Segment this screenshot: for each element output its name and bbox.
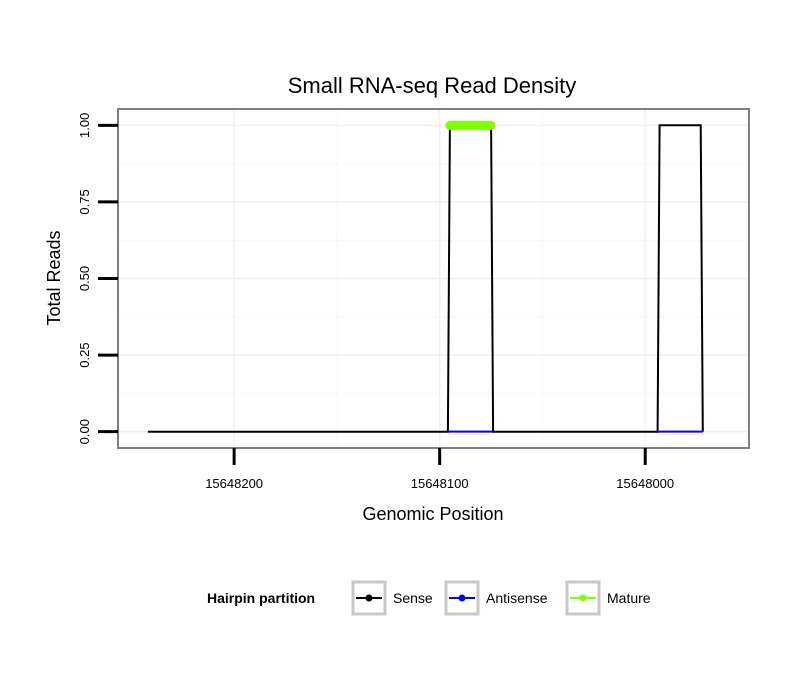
- x-axis-title: Genomic Position: [362, 504, 503, 524]
- legend: Hairpin partition Sense Antisense Mature: [207, 580, 651, 616]
- y-axis-title: Total Reads: [44, 230, 64, 325]
- legend-label: Sense: [393, 590, 433, 606]
- legend-key-point: [579, 594, 587, 602]
- legend-key-point: [365, 594, 373, 602]
- legend-title: Hairpin partition: [207, 590, 315, 606]
- series-layer: [147, 120, 704, 433]
- y-tick-label: 0.50: [77, 266, 92, 291]
- x-tick-label: 15648200: [205, 476, 263, 491]
- legend-item-sense: Sense: [351, 580, 433, 616]
- y-tick-label: 0.75: [77, 189, 92, 214]
- y-tick-label: 1.00: [77, 113, 92, 138]
- x-axis: 15648200 15648100 15648000: [205, 448, 674, 491]
- legend-item-mature: Mature: [565, 580, 651, 616]
- y-tick-label: 0.25: [77, 342, 92, 367]
- y-tick-label: 0.00: [77, 419, 92, 444]
- x-tick-label: 15648100: [411, 476, 469, 491]
- legend-label: Antisense: [486, 590, 548, 606]
- y-axis: 0.00 0.25 0.50 0.75 1.00: [77, 113, 118, 444]
- grid: [119, 110, 748, 447]
- legend-items: Sense Antisense Mature: [351, 580, 651, 616]
- x-tick-label: 15648000: [616, 476, 674, 491]
- legend-item-antisense: Antisense: [444, 580, 548, 616]
- legend-label: Mature: [607, 590, 651, 606]
- chart-title: Small RNA-seq Read Density: [288, 73, 577, 98]
- legend-key-point: [458, 594, 466, 602]
